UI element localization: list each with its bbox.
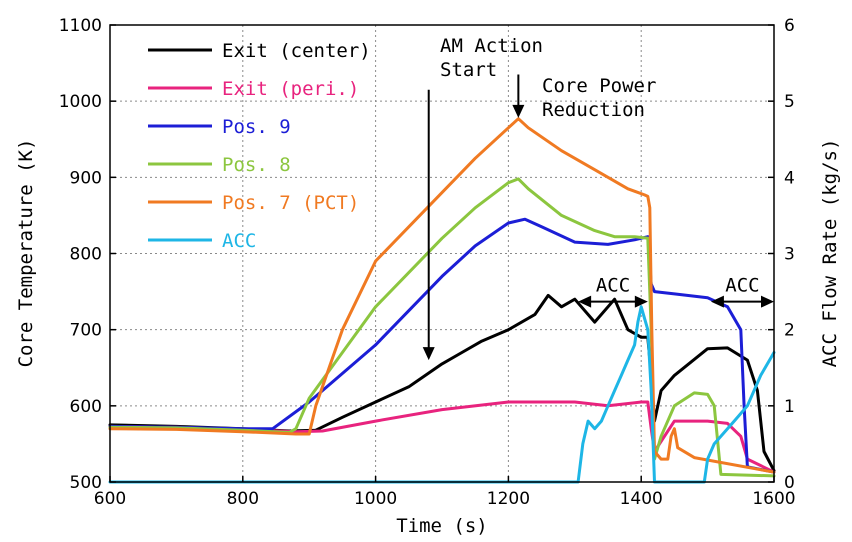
y-right-tick-label: 5 <box>784 92 795 112</box>
core-power-label: Reduction <box>542 99 645 121</box>
y-axis-right-title: ACC Flow Rate (kg/s) <box>819 139 841 368</box>
acc-span-arrowhead-left <box>710 295 724 308</box>
am-action-label: AM Action <box>440 35 543 57</box>
y-left-tick-label: 900 <box>70 168 102 188</box>
grid <box>110 25 774 482</box>
acc-span-arrowhead-right <box>634 295 648 308</box>
y-left-tick-label: 1100 <box>59 16 102 36</box>
acc-span-label: ACC <box>725 275 759 297</box>
x-axis-title: Time (s) <box>396 515 488 537</box>
legend-label: ACC <box>222 230 256 252</box>
core-power-arrowhead <box>512 104 525 118</box>
legend-label: Exit (center) <box>222 40 371 62</box>
legend-label: Pos. 9 <box>222 116 291 138</box>
legend-label: Exit (peri.) <box>222 78 359 100</box>
legend-label: Pos. 8 <box>222 154 291 176</box>
series-layer <box>108 117 776 484</box>
am-action-arrowhead <box>422 347 435 361</box>
series-line-pos-8 <box>108 177 776 478</box>
y-left-tick-label: 500 <box>70 473 102 493</box>
y-right-tick-label: 6 <box>784 16 795 36</box>
legend: Exit (center) Exit (peri.) Pos. 9 Pos. 8 Pos… <box>148 40 371 252</box>
y-right-tick-label: 0 <box>784 473 795 493</box>
x-tick-label: 600 <box>94 489 126 509</box>
acc-span-arrowhead-left <box>578 295 592 308</box>
acc-span-label: ACC <box>596 275 630 297</box>
y-axis-left-title: Core Temperature (K) <box>15 139 37 368</box>
series-line-exit-center <box>108 293 776 473</box>
legend-label: Pos. 7 (PCT) <box>222 192 359 214</box>
series-line-pos-9 <box>108 217 776 474</box>
y-right-tick-label: 3 <box>784 245 795 265</box>
series-line-pos-7-pct <box>108 117 776 474</box>
x-tick-label: 1000 <box>354 489 397 509</box>
x-tick-label: 1400 <box>620 489 663 509</box>
y-left-tick-label: 700 <box>70 321 102 341</box>
y-left-tick-label: 1000 <box>59 92 102 112</box>
am-action-label: Start <box>440 59 497 81</box>
y-left-tick-label: 600 <box>70 397 102 417</box>
y-right-tick-label: 1 <box>784 397 795 417</box>
series-line-acc <box>108 305 776 484</box>
x-tick-label: 800 <box>227 489 259 509</box>
acc-span-arrowhead-right <box>761 295 774 308</box>
y-right-tick-label: 4 <box>784 168 795 188</box>
x-tick-label: 1600 <box>752 489 795 509</box>
core-power-label: Core Power <box>542 75 656 97</box>
y-right-tick-label: 2 <box>784 321 795 341</box>
ticks: 600 800 1000 1200 1400 1600500600700800900100… <box>59 16 796 509</box>
y-left-tick-label: 800 <box>70 245 102 265</box>
x-tick-label: 1200 <box>487 489 530 509</box>
